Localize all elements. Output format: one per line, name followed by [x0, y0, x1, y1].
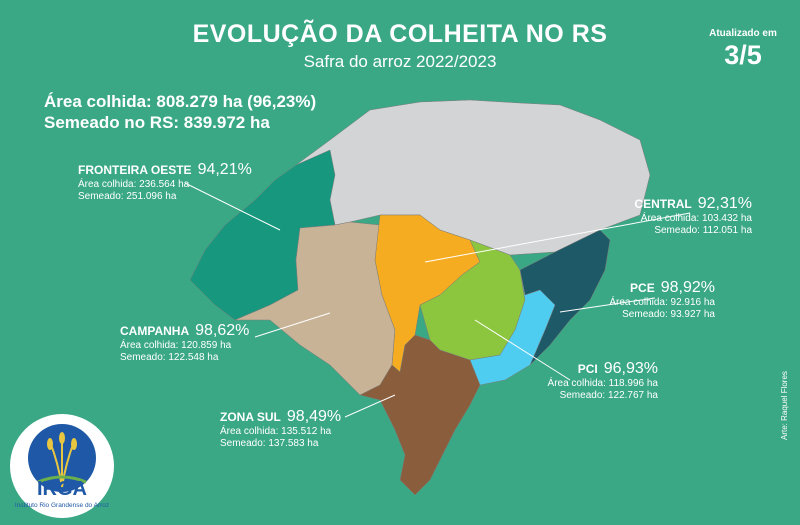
- region-sown: Semeado: 122.548 ha: [120, 352, 219, 363]
- region-harvested: Área colhida: 92.916 ha: [609, 297, 715, 308]
- summary-harvested: Área colhida: 808.279 ha (96,23%): [44, 92, 317, 111]
- page-title: EVOLUÇÃO DA COLHEITA NO RS: [192, 20, 608, 48]
- region-label-pci: PCI 96,93% Área colhida: 118.996 ha Semea…: [520, 360, 658, 402]
- updated-value: 3/5: [724, 40, 762, 70]
- map-region-central: [374, 214, 481, 373]
- region-harvested: Área colhida: 120.859 ha: [120, 340, 232, 351]
- region-sown: Semeado: 122.767 ha: [559, 390, 658, 401]
- region-name: ZONA SUL: [220, 410, 281, 424]
- leader-lines: [184, 182, 691, 418]
- map-region-pci: [469, 269, 556, 386]
- page-subtitle: Safra do arroz 2022/2023: [303, 52, 497, 71]
- region-name: FRONTEIRA OESTE: [78, 163, 192, 177]
- region-percent: 96,93%: [603, 360, 658, 377]
- region-harvested: Área colhida: 135.512 ha: [220, 426, 332, 437]
- region-name: PCI: [577, 362, 598, 376]
- region-percent: 98,62%: [195, 322, 250, 339]
- region-percent: 98,49%: [286, 408, 342, 425]
- rice-plant-icon: [10, 414, 114, 518]
- region-label-campanha: CAMPANHA 98,62% Área colhida: 120.859 ha …: [120, 322, 249, 364]
- logo-text: IRGA: [37, 478, 87, 500]
- map-region-zona-sul: [359, 334, 481, 496]
- region-percent: 98,92%: [660, 279, 715, 296]
- irga-logo: IRGA Instituto Rio Grandense do Arroz: [8, 412, 116, 520]
- region-name: CENTRAL: [634, 197, 692, 211]
- region-percent: 92,31%: [697, 195, 752, 212]
- region-label-zona-sul: ZONA SUL 98,49% Área colhida: 135.512 ha …: [220, 408, 341, 450]
- region-harvested: Área colhida: 103.432 ha: [640, 213, 752, 224]
- region-label-pce: PCE 98,92% Área colhida: 92.916 ha Semead…: [575, 279, 715, 321]
- region-harvested: Área colhida: 118.996 ha: [547, 378, 658, 389]
- credit-text: Arte: Raquel Flores: [780, 371, 789, 440]
- region-sown: Semeado: 93.927 ha: [622, 309, 715, 320]
- map-region-other: [295, 99, 651, 256]
- region-sown: Semeado: 251.096 ha: [78, 191, 177, 202]
- region-label-fronteira-oeste: FRONTEIRA OESTE 94,21% Área colhida: 236.…: [78, 161, 252, 203]
- region-name: PCE: [630, 281, 655, 295]
- region-name: CAMPANHA: [120, 324, 190, 338]
- region-percent: 94,21%: [197, 161, 252, 178]
- summary-sown: Semeado no RS: 839.972 ha: [44, 113, 270, 132]
- region-label-central: CENTRAL 92,31% Área colhida: 103.432 ha S…: [590, 195, 752, 237]
- logo-caption: Instituto Rio Grandense do Arroz: [14, 502, 110, 509]
- region-sown: Semeado: 112.051 ha: [654, 225, 752, 236]
- region-sown: Semeado: 137.583 ha: [220, 438, 319, 449]
- region-harvested: Área colhida: 236.564 ha: [78, 179, 190, 190]
- updated-label: Atualizado em: [709, 28, 777, 39]
